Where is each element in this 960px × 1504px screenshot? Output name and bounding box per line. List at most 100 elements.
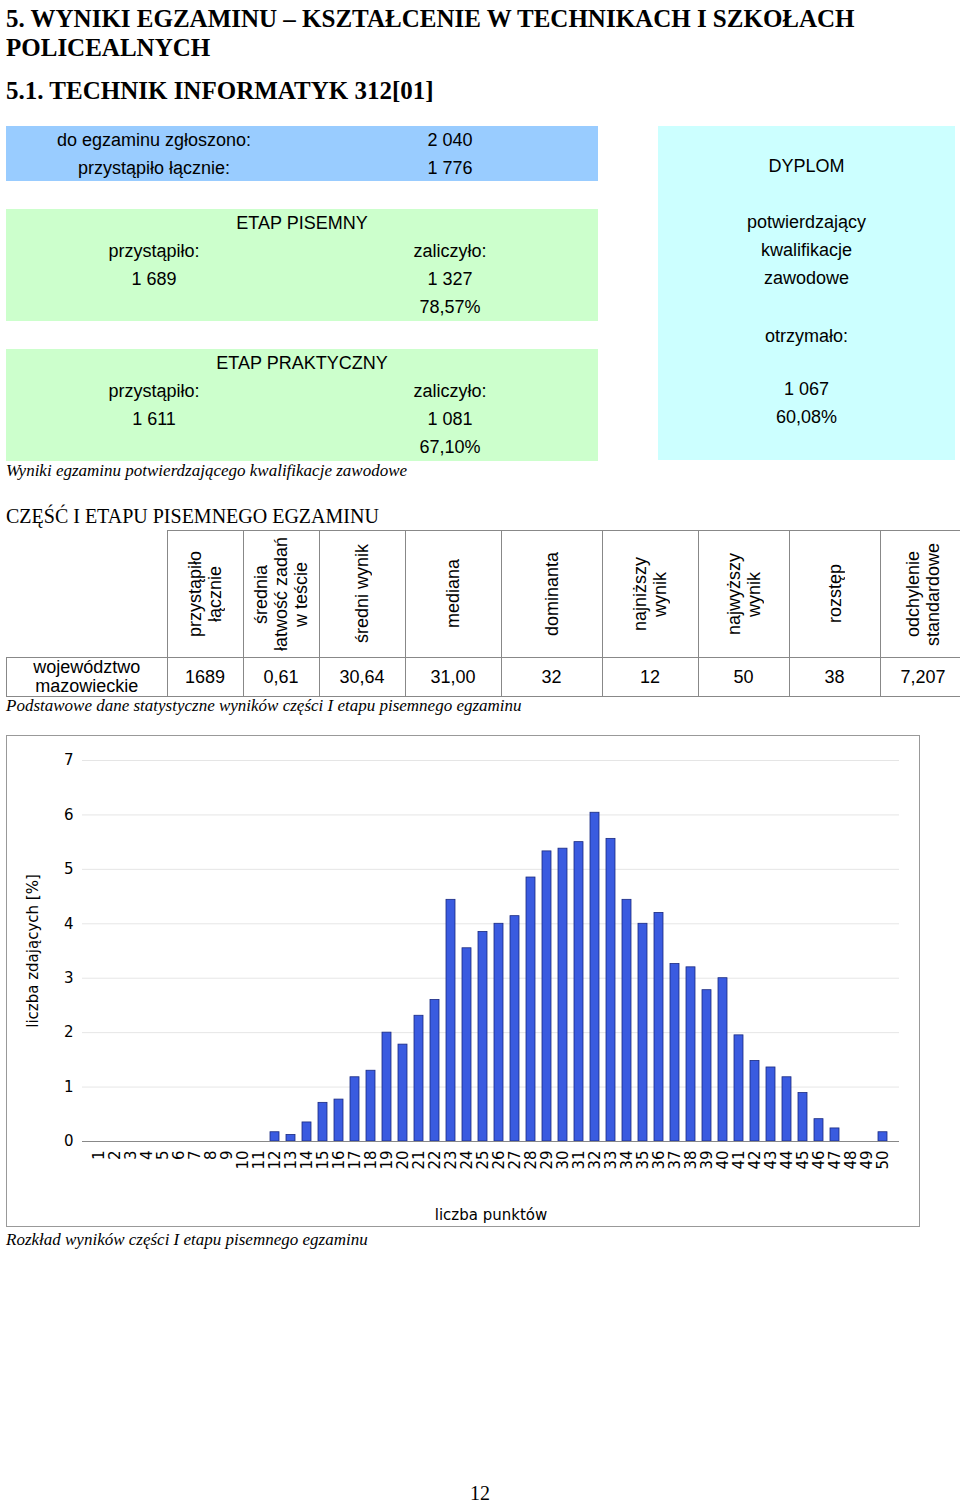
html-text:0,61: 0,61 — [263, 666, 299, 687]
svg-text:47: 47 — [825, 1150, 844, 1170]
html-text:Rozkład wyników części I etapu: Rozkład wyników części I etapu pisemnego… — [6, 1230, 368, 1249]
html-text:5. WYNIKI EGZAMINU – KSZTAŁCEN: 5. WYNIKI EGZAMINU – KSZTAŁCENIE W TECHN… — [6, 5, 855, 61]
html-text:zawodowe: zawodowe — [764, 268, 849, 288]
html-text:1 776: 1 776 — [427, 157, 473, 178]
svg-text:liczba punktów: liczba punktów — [435, 1206, 548, 1224]
html-text:Podstawowe dane statystyczne w: Podstawowe dane statystyczne wyników czę… — [6, 696, 522, 715]
html-text:50: 50 — [733, 666, 754, 687]
html-text:przystąpiło:: przystąpiło: — [108, 381, 200, 401]
svg-text:6: 6 — [64, 806, 74, 824]
html-text:województwo mazowieckie: województwo mazowieckie — [33, 657, 141, 696]
html-text:12: 12 — [640, 666, 660, 687]
svg-text:49: 49 — [857, 1150, 876, 1170]
svg-text:50: 50 — [874, 1151, 892, 1170]
svg-text:43: 43 — [761, 1150, 780, 1170]
html-text:mediana: mediana — [443, 559, 463, 629]
html-text:Wyniki egzaminu potwierdzające: Wyniki egzaminu potwierdzającego kwalifi… — [6, 461, 407, 480]
svg-text:4: 4 — [64, 915, 74, 933]
svg-text:22: 22 — [425, 1150, 444, 1170]
html-text:przystąpiło łącznie:: przystąpiło łącznie: — [78, 157, 230, 178]
svg-text:25: 25 — [473, 1150, 492, 1170]
html-text:DYPLOM: DYPLOM — [768, 156, 845, 176]
svg-text:44: 44 — [777, 1150, 796, 1170]
svg-text:30: 30 — [553, 1150, 572, 1170]
html-text:kwalifikacje: kwalifikacje — [761, 240, 852, 260]
html-text:7,207: 7,207 — [900, 666, 946, 687]
html-text:potwierdzający: potwierdzający — [747, 212, 866, 232]
html-text:1 689: 1 689 — [131, 269, 177, 289]
html-text:średnia łatwość zadań w teście: średnia łatwość zadań w teście — [251, 537, 311, 651]
html-text:ETAP PISEMNY: ETAP PISEMNY — [236, 213, 368, 233]
svg-text:27: 27 — [505, 1150, 524, 1170]
html-text:1 067: 1 067 — [784, 379, 829, 399]
svg-text:11: 11 — [249, 1150, 268, 1170]
html-text:otrzymało:: otrzymało: — [765, 326, 848, 346]
html-text:12: 12 — [470, 1482, 490, 1504]
html-text:2 040: 2 040 — [427, 129, 473, 150]
svg-text:28: 28 — [521, 1150, 540, 1170]
svg-text:13: 13 — [281, 1150, 300, 1170]
svg-text:48: 48 — [841, 1150, 860, 1170]
html-text:CZĘŚĆ I ETAPU PISEMNEGO EGZAMI: CZĘŚĆ I ETAPU PISEMNEGO EGZAMINU — [6, 505, 379, 527]
svg-text:10: 10 — [233, 1150, 252, 1170]
html-text:przystąpiło łącznie: przystąpiło łącznie — [185, 551, 225, 637]
svg-text:15: 15 — [313, 1150, 332, 1170]
svg-text:14: 14 — [297, 1150, 316, 1170]
html-text:dominanta: dominanta — [541, 552, 562, 636]
svg-text:24: 24 — [457, 1150, 476, 1170]
svg-text:29: 29 — [537, 1150, 556, 1170]
svg-text:26: 26 — [489, 1150, 508, 1170]
html-text:1 611: 1 611 — [132, 409, 176, 429]
svg-text:37: 37 — [665, 1150, 684, 1170]
svg-text:17: 17 — [345, 1150, 364, 1170]
html-text:30,64: 30,64 — [339, 666, 385, 687]
svg-text:liczba zdających [%]: liczba zdających [%] — [24, 874, 42, 1028]
svg-text:40: 40 — [713, 1150, 732, 1170]
html-text:zaliczyło:: zaliczyło: — [413, 381, 487, 401]
svg-text:42: 42 — [745, 1150, 764, 1170]
html-text:5.1. TECHNIK INFORMATYK 312[01: 5.1. TECHNIK INFORMATYK 312[01] — [6, 77, 434, 104]
html-text:do egzaminu zgłoszono:: do egzaminu zgłoszono: — [56, 129, 252, 150]
html-text:31,00: 31,00 — [430, 666, 476, 687]
html-text:ETAP PRAKTYCZNY: ETAP PRAKTYCZNY — [216, 353, 388, 373]
svg-text:2: 2 — [64, 1023, 74, 1041]
html-text:rozstęp: rozstęp — [824, 564, 845, 624]
svg-text:32: 32 — [585, 1150, 604, 1170]
html-text:67,10%: 67,10% — [419, 437, 481, 457]
svg-text:34: 34 — [617, 1150, 636, 1170]
svg-text:41: 41 — [729, 1150, 748, 1170]
html-text:średni wynik: średni wynik — [352, 544, 372, 644]
html-text:1 081: 1 081 — [427, 409, 473, 429]
svg-text:19: 19 — [377, 1150, 396, 1170]
svg-text:0: 0 — [64, 1132, 74, 1150]
svg-text:33: 33 — [601, 1150, 620, 1170]
html-text:przystąpiło:: przystąpiło: — [108, 241, 200, 261]
html-text:odchylenie standardowe: odchylenie standardowe — [903, 542, 943, 646]
svg-text:16: 16 — [329, 1150, 348, 1170]
html-text:1 327: 1 327 — [427, 269, 473, 289]
svg-text:23: 23 — [441, 1150, 460, 1170]
svg-text:35: 35 — [633, 1150, 652, 1170]
html-text:zaliczyło:: zaliczyło: — [413, 241, 487, 261]
svg-text:39: 39 — [697, 1150, 716, 1170]
svg-text:45: 45 — [793, 1150, 812, 1170]
html-text:1689: 1689 — [185, 666, 225, 687]
svg-text:18: 18 — [361, 1150, 380, 1170]
svg-text:1: 1 — [64, 1078, 74, 1096]
svg-text:3: 3 — [64, 969, 74, 987]
html-text:32: 32 — [541, 666, 562, 687]
svg-text:5: 5 — [64, 860, 74, 878]
svg-text:21: 21 — [409, 1150, 428, 1170]
svg-text:12: 12 — [265, 1150, 284, 1170]
svg-text:31: 31 — [569, 1150, 588, 1170]
html-text:78,57%: 78,57% — [419, 297, 481, 317]
svg-text:38: 38 — [681, 1150, 700, 1170]
svg-text:36: 36 — [649, 1150, 668, 1170]
html-text:najniższy wynik: najniższy wynik — [630, 557, 670, 631]
html-text:najwyższy wynik: najwyższy wynik — [723, 553, 764, 635]
svg-text:7: 7 — [64, 751, 74, 769]
html-text:38: 38 — [824, 666, 845, 687]
html-text:60,08%: 60,08% — [776, 407, 837, 427]
svg-text:46: 46 — [809, 1150, 828, 1170]
svg-text:20: 20 — [393, 1150, 412, 1170]
